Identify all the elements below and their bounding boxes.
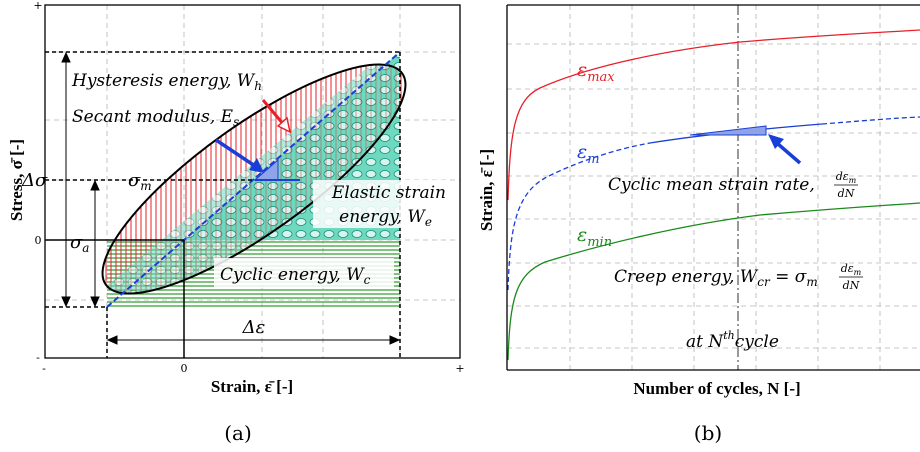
- creep-energy-label: Creep energy, Wcr = σm: [614, 267, 818, 289]
- elastic-label-1: Elastic strain: [331, 183, 446, 203]
- delta-sigma-label: Δσ: [21, 170, 48, 191]
- panel-b-caption: (b): [694, 421, 722, 445]
- elastic-label-2: energy, We: [339, 207, 432, 229]
- creep-denominator: dN: [843, 279, 860, 292]
- strain-rate-denominator: dN: [838, 187, 855, 200]
- panel-a-xlabel: Strain, ε̄ [-]: [211, 377, 293, 396]
- secant-arrow: [215, 138, 264, 173]
- hysteresis-loop: [101, 63, 407, 295]
- panel-b-xlabel: Number of cycles, N [-]: [633, 379, 800, 398]
- hysteresis-label: Hysteresis energy, Wh: [71, 71, 262, 93]
- y-tick-minus: -: [36, 351, 40, 364]
- strain-rate-numerator: dεm: [836, 170, 857, 185]
- x-tick-plus: +: [455, 362, 464, 375]
- panel-a: - 0 + + 0 - Hysteresis energy, Wh Secant…: [7, 0, 465, 445]
- strain-rate-arrow: [768, 134, 802, 165]
- nth-cycle-label: at Nthcycle: [686, 329, 779, 352]
- secant-label: Secant modulus, Es: [72, 107, 239, 129]
- panel-a-frame: [44, 4, 461, 359]
- panel-b-ylabel: Strain, ε̄ [-]: [477, 149, 496, 231]
- y-tick-zero: 0: [35, 234, 42, 247]
- secant-line: [106, 51, 401, 308]
- panel-a-caption: (a): [224, 421, 252, 445]
- x-tick-minus: -: [42, 362, 46, 375]
- delta-eps-label: Δε: [242, 317, 266, 338]
- sigma-a-label: σa: [70, 232, 89, 255]
- strain-rate-triangle: [689, 125, 767, 136]
- eps-max-curve: [507, 29, 920, 201]
- eps-max-label: εmax: [577, 59, 615, 85]
- creep-numerator: dεm: [841, 262, 862, 277]
- cyclic-energy-label: Cyclic energy, Wc: [220, 265, 371, 287]
- eps-m-curve-early: [507, 142, 651, 291]
- eps-m-curve-late: [821, 116, 920, 125]
- sigma-m-label: σm: [128, 170, 152, 193]
- x-tick-zero: 0: [181, 362, 188, 375]
- eps-m-label: εm: [577, 141, 600, 167]
- eps-min-curve: [507, 202, 920, 361]
- panel-a-ylabel: Stress, σ̄ [-]: [7, 139, 26, 221]
- eps-min-label: εmin: [577, 224, 612, 250]
- dimension-arrows: [61, 51, 401, 345]
- panel-b: εmax εm εmin Cyclic mean strain rate, dε…: [477, 4, 920, 445]
- strain-rate-label: Cyclic mean strain rate,: [608, 175, 815, 195]
- y-tick-plus: +: [33, 0, 42, 12]
- panel-b-frame: [506, 4, 920, 371]
- panel-b-grid: [507, 5, 920, 370]
- hysteresis-arrow: [261, 99, 292, 134]
